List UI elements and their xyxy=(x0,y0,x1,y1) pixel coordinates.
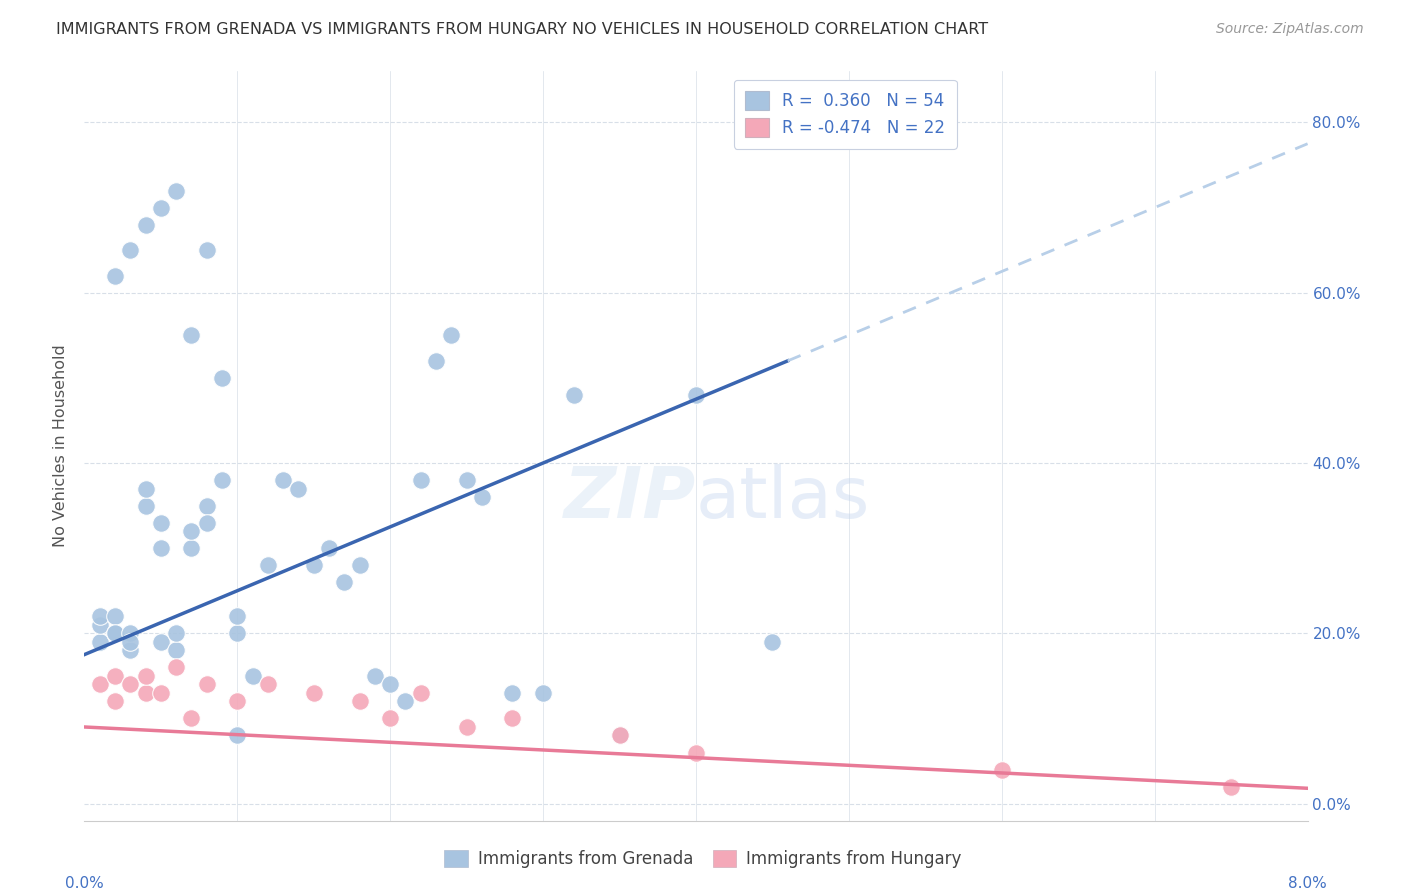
Point xyxy=(685,746,707,760)
Point xyxy=(609,729,631,743)
Point xyxy=(104,694,127,708)
Point xyxy=(180,328,202,343)
Point xyxy=(149,686,172,700)
Point xyxy=(120,626,142,640)
Point xyxy=(89,677,111,691)
Text: atlas: atlas xyxy=(696,464,870,533)
Point xyxy=(104,268,127,283)
Point xyxy=(609,729,631,743)
Point xyxy=(380,677,402,691)
Point xyxy=(211,473,233,487)
Point xyxy=(349,694,371,708)
Point xyxy=(104,669,127,683)
Point xyxy=(349,558,371,573)
Point xyxy=(456,720,478,734)
Point xyxy=(180,711,202,725)
Point xyxy=(195,499,218,513)
Point xyxy=(302,558,325,573)
Point xyxy=(761,635,783,649)
Point xyxy=(562,388,585,402)
Point xyxy=(135,669,157,683)
Point xyxy=(104,626,127,640)
Point xyxy=(195,243,218,257)
Point xyxy=(685,388,707,402)
Point xyxy=(89,635,111,649)
Point xyxy=(364,669,387,683)
Point xyxy=(471,490,494,504)
Point xyxy=(333,575,356,590)
Point xyxy=(440,328,463,343)
Point xyxy=(226,729,249,743)
Point xyxy=(149,201,172,215)
Point xyxy=(226,694,249,708)
Point xyxy=(149,541,172,556)
Point xyxy=(456,473,478,487)
Point xyxy=(409,686,432,700)
Point xyxy=(380,711,402,725)
Point xyxy=(120,677,142,691)
Point xyxy=(104,609,127,624)
Point xyxy=(120,635,142,649)
Point xyxy=(120,643,142,657)
Text: 0.0%: 0.0% xyxy=(65,876,104,891)
Point xyxy=(89,609,111,624)
Point xyxy=(409,473,432,487)
Text: 8.0%: 8.0% xyxy=(1288,876,1327,891)
Point xyxy=(318,541,340,556)
Text: IMMIGRANTS FROM GRENADA VS IMMIGRANTS FROM HUNGARY NO VEHICLES IN HOUSEHOLD CORR: IMMIGRANTS FROM GRENADA VS IMMIGRANTS FR… xyxy=(56,22,988,37)
Point xyxy=(195,516,218,530)
Point xyxy=(135,686,157,700)
Point xyxy=(242,669,264,683)
Legend: Immigrants from Grenada, Immigrants from Hungary: Immigrants from Grenada, Immigrants from… xyxy=(437,843,969,875)
Point xyxy=(165,626,187,640)
Point xyxy=(211,371,233,385)
Point xyxy=(149,635,172,649)
Point xyxy=(257,558,280,573)
Point xyxy=(502,686,524,700)
Point xyxy=(135,218,157,232)
Point xyxy=(302,686,325,700)
Point xyxy=(180,541,202,556)
Point xyxy=(531,686,554,700)
Point xyxy=(165,660,187,674)
Point xyxy=(195,677,218,691)
Point xyxy=(149,516,172,530)
Point xyxy=(1220,780,1243,794)
Point xyxy=(135,482,157,496)
Point xyxy=(104,626,127,640)
Point xyxy=(165,643,187,657)
Point xyxy=(89,617,111,632)
Point xyxy=(165,184,187,198)
Legend: R =  0.360   N = 54, R = -0.474   N = 22: R = 0.360 N = 54, R = -0.474 N = 22 xyxy=(734,79,956,149)
Point xyxy=(180,524,202,538)
Point xyxy=(226,626,249,640)
Point xyxy=(135,499,157,513)
Point xyxy=(394,694,416,708)
Point xyxy=(502,711,524,725)
Point xyxy=(120,243,142,257)
Point xyxy=(271,473,294,487)
Point xyxy=(991,763,1014,777)
Text: ZIP: ZIP xyxy=(564,464,696,533)
Point xyxy=(425,354,447,368)
Point xyxy=(226,609,249,624)
Y-axis label: No Vehicles in Household: No Vehicles in Household xyxy=(53,344,69,548)
Point xyxy=(287,482,309,496)
Text: Source: ZipAtlas.com: Source: ZipAtlas.com xyxy=(1216,22,1364,37)
Point xyxy=(257,677,280,691)
